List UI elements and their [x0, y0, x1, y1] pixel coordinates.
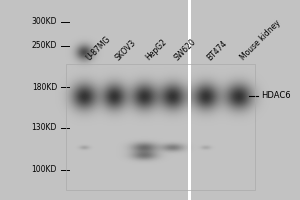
- Text: 180KD: 180KD: [32, 83, 57, 92]
- Text: 250KD: 250KD: [32, 42, 57, 50]
- Text: SW620: SW620: [172, 37, 198, 62]
- Text: BT474: BT474: [206, 38, 229, 62]
- Text: 100KD: 100KD: [32, 166, 57, 174]
- Text: SKOV3: SKOV3: [114, 38, 138, 62]
- Text: HepG2: HepG2: [144, 37, 169, 62]
- Text: HDAC6: HDAC6: [261, 92, 291, 100]
- Text: U-87MG: U-87MG: [84, 34, 112, 62]
- Text: 300KD: 300KD: [32, 18, 57, 26]
- Text: Mouse kidney: Mouse kidney: [238, 18, 282, 62]
- Text: 130KD: 130KD: [32, 123, 57, 132]
